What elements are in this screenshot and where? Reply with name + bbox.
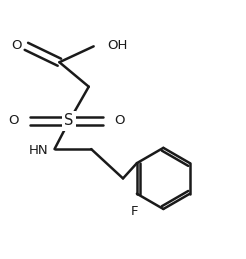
Text: HN: HN [29,144,48,157]
Text: O: O [9,114,19,127]
Text: O: O [114,114,125,127]
Text: S: S [64,113,74,128]
Text: OH: OH [107,39,127,52]
Text: O: O [11,39,22,52]
Text: F: F [131,205,138,218]
